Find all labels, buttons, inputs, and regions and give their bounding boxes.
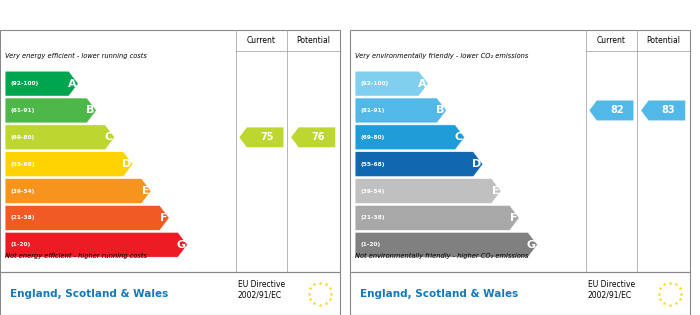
- Text: (69-80): (69-80): [360, 135, 384, 140]
- Text: G: G: [176, 240, 186, 250]
- Text: D: D: [472, 159, 481, 169]
- Text: D: D: [122, 159, 131, 169]
- Text: Not energy efficient - higher running costs: Not energy efficient - higher running co…: [5, 253, 147, 259]
- Text: F: F: [160, 213, 167, 223]
- Point: [326, 291, 337, 296]
- Text: Energy Efficiency Rating: Energy Efficiency Rating: [8, 9, 171, 21]
- Point: [314, 302, 326, 307]
- Text: Very energy efficient - lower running costs: Very energy efficient - lower running co…: [5, 53, 147, 59]
- Text: England, Scotland & Wales: England, Scotland & Wales: [10, 289, 169, 299]
- Text: B: B: [86, 106, 94, 116]
- Point: [320, 282, 331, 287]
- Text: Current: Current: [247, 36, 276, 45]
- Text: (21-38): (21-38): [360, 215, 385, 220]
- Point: [320, 301, 331, 306]
- Text: (92-100): (92-100): [360, 81, 388, 86]
- Text: 83: 83: [662, 106, 676, 116]
- Text: 76: 76: [312, 132, 326, 142]
- Text: (81-91): (81-91): [10, 108, 34, 113]
- Polygon shape: [5, 205, 169, 230]
- Point: [309, 301, 320, 306]
- Text: (55-68): (55-68): [10, 162, 35, 167]
- Text: Current: Current: [597, 36, 626, 45]
- Polygon shape: [5, 71, 78, 96]
- Polygon shape: [641, 100, 685, 120]
- Text: (69-80): (69-80): [10, 135, 34, 140]
- Text: E: E: [492, 186, 499, 196]
- Polygon shape: [355, 205, 519, 230]
- Point: [324, 286, 335, 291]
- Point: [670, 301, 681, 306]
- Text: (39-54): (39-54): [10, 189, 34, 193]
- Point: [664, 302, 676, 307]
- Polygon shape: [291, 127, 335, 147]
- Text: (39-54): (39-54): [360, 189, 384, 193]
- Text: C: C: [455, 132, 463, 142]
- Polygon shape: [355, 179, 501, 203]
- Text: England, Scotland & Wales: England, Scotland & Wales: [360, 289, 519, 299]
- Text: A: A: [68, 79, 76, 89]
- Text: Potential: Potential: [296, 36, 330, 45]
- Point: [659, 301, 670, 306]
- Text: Very environmentally friendly - lower CO₂ emissions: Very environmentally friendly - lower CO…: [355, 53, 528, 59]
- Point: [314, 280, 326, 285]
- Polygon shape: [355, 125, 465, 150]
- Point: [309, 282, 320, 287]
- Text: EU Directive
2002/91/EC: EU Directive 2002/91/EC: [587, 280, 635, 299]
- Text: 82: 82: [610, 106, 624, 116]
- Point: [304, 297, 316, 302]
- Polygon shape: [239, 127, 284, 147]
- Text: B: B: [436, 106, 445, 116]
- Point: [304, 286, 316, 291]
- Point: [664, 280, 676, 285]
- Text: (55-68): (55-68): [360, 162, 385, 167]
- Text: 75: 75: [260, 132, 274, 142]
- Point: [676, 291, 687, 296]
- Text: F: F: [510, 213, 517, 223]
- Text: A: A: [418, 79, 426, 89]
- Polygon shape: [5, 98, 97, 123]
- Point: [303, 291, 314, 296]
- Point: [654, 297, 666, 302]
- Polygon shape: [5, 125, 115, 150]
- Text: (81-91): (81-91): [360, 108, 384, 113]
- Text: Potential: Potential: [646, 36, 680, 45]
- Polygon shape: [355, 152, 483, 177]
- Text: C: C: [105, 132, 113, 142]
- Polygon shape: [355, 98, 447, 123]
- Polygon shape: [355, 232, 538, 257]
- Text: E: E: [142, 186, 149, 196]
- Point: [654, 286, 666, 291]
- Point: [659, 282, 670, 287]
- Point: [674, 286, 685, 291]
- Point: [653, 291, 664, 296]
- Text: Not environmentally friendly - higher CO₂ emissions: Not environmentally friendly - higher CO…: [355, 253, 528, 259]
- Point: [674, 297, 685, 302]
- Text: (21-38): (21-38): [10, 215, 35, 220]
- Text: (92-100): (92-100): [10, 81, 38, 86]
- Text: EU Directive
2002/91/EC: EU Directive 2002/91/EC: [237, 280, 285, 299]
- Point: [324, 297, 335, 302]
- Polygon shape: [5, 152, 133, 177]
- Text: (1-20): (1-20): [360, 242, 380, 247]
- Polygon shape: [5, 232, 188, 257]
- Text: G: G: [526, 240, 536, 250]
- Text: (1-20): (1-20): [10, 242, 30, 247]
- Polygon shape: [5, 179, 151, 203]
- Text: Environmental Impact (CO₂) Rating: Environmental Impact (CO₂) Rating: [358, 9, 591, 21]
- Polygon shape: [589, 100, 634, 120]
- Point: [670, 282, 681, 287]
- Polygon shape: [355, 71, 428, 96]
